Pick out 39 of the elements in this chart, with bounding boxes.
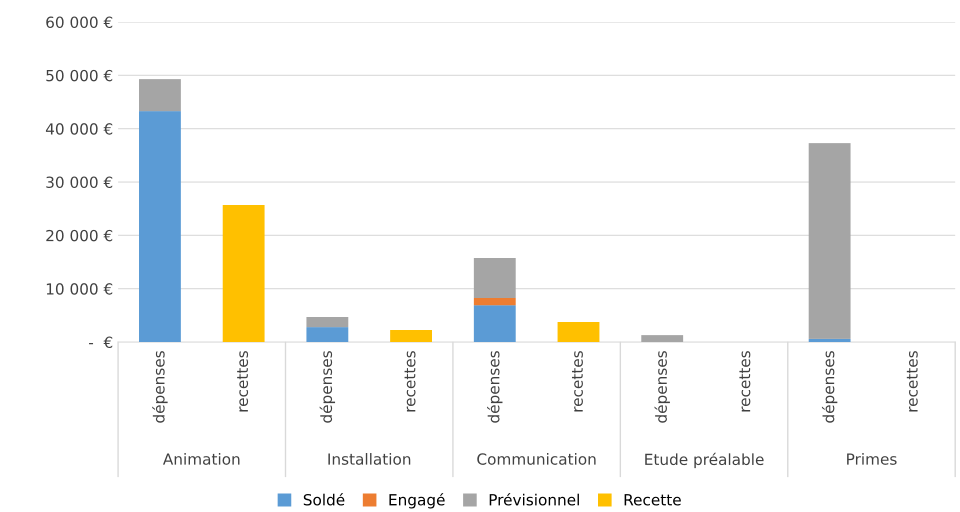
legend-label: Soldé — [304, 493, 344, 506]
bar — [808, 143, 851, 339]
x-tick-label: recettes — [237, 351, 248, 412]
text: Etude préalable — [645, 452, 764, 468]
x-tick-label: dépenses — [152, 351, 168, 423]
x-tick-label: recettes — [739, 351, 750, 412]
y-tick-label: - € — [89, 336, 112, 348]
text: Installation — [328, 453, 410, 465]
bar — [474, 298, 516, 306]
text: Animation — [162, 453, 240, 465]
x-tick-label: dépenses — [822, 351, 838, 423]
bar — [474, 258, 516, 298]
bar — [558, 322, 600, 342]
x-tick-label: recettes — [906, 351, 918, 412]
text: Communication — [477, 453, 596, 465]
y-tick-label: 50 000 € — [46, 70, 112, 82]
bar — [474, 305, 516, 342]
legend-label: Prévisionnel — [490, 493, 579, 506]
bar — [139, 79, 181, 112]
y-tick-label: 20 000 € — [46, 230, 112, 242]
x-tick-label: dépenses — [487, 351, 502, 423]
bar — [641, 335, 684, 342]
y-tick-label: 10 000 € — [46, 283, 112, 295]
bar — [139, 111, 181, 342]
bar — [306, 327, 348, 342]
x-tick-label: dépenses — [320, 351, 336, 423]
legend-label: Recette — [624, 494, 681, 506]
bar — [390, 330, 432, 342]
x-tick-label: recettes — [404, 351, 416, 412]
y-tick-label: 30 000 € — [46, 176, 112, 188]
legend-label: Engagé — [389, 493, 445, 508]
bar — [808, 338, 851, 342]
x-tick-label: dépenses — [654, 351, 670, 423]
bar — [306, 316, 348, 328]
text: Primes — [847, 453, 897, 465]
bar — [222, 204, 265, 342]
y-tick-label: 60 000 € — [46, 16, 112, 28]
y-tick-label: 40 000 € — [46, 123, 112, 135]
x-tick-label: recettes — [572, 351, 583, 412]
